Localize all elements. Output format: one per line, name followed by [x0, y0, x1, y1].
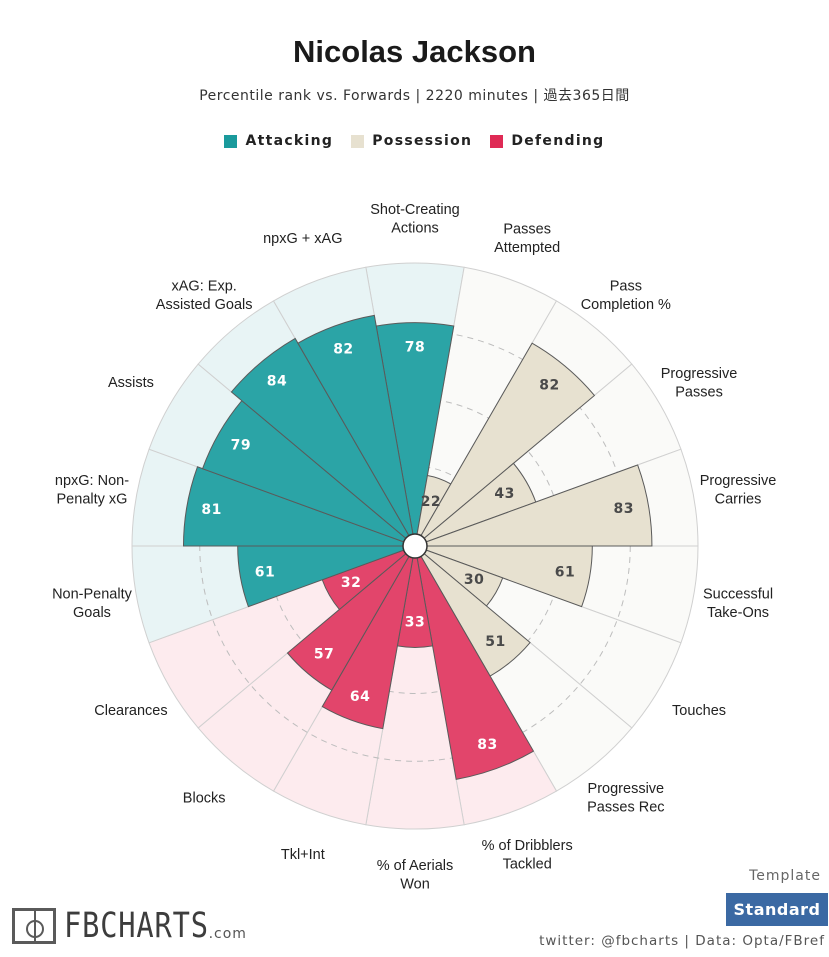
- pitch-icon: [12, 908, 56, 944]
- logo-text: FBCHARTS: [64, 906, 209, 946]
- legend-swatch-attacking: [224, 134, 238, 148]
- value-label-npxg-xag: 82: [333, 341, 353, 357]
- category-label-blocks: Blocks: [183, 790, 226, 806]
- value-label-progressive-carries: 83: [613, 501, 633, 517]
- category-label-successful-take-ons: Successful Take-Ons: [703, 587, 773, 622]
- category-label-tkl-int: Tkl+Int: [281, 847, 325, 863]
- category-label-of-aerials-won: % of Aerials Won: [377, 858, 454, 893]
- chart-title: Nicolas Jackson: [293, 34, 536, 69]
- fbcharts-logo: FBCHARTS .com: [12, 908, 247, 944]
- value-label-tkl-int: 64: [350, 689, 370, 705]
- category-label-xag-exp-assisted-goals: xAG: Exp. Assisted Goals: [156, 278, 253, 313]
- category-label-pass-completion: Pass Completion %: [581, 278, 671, 313]
- value-label-blocks: 57: [314, 646, 334, 662]
- value-label-of-aerials-won: 33: [405, 614, 425, 630]
- value-label-xag-exp-assisted-goals: 84: [267, 374, 287, 390]
- category-label-clearances: Clearances: [94, 703, 167, 719]
- legend-item-possession: Possession: [351, 133, 472, 149]
- value-label-of-dribblers-tackled: 83: [477, 737, 497, 753]
- template-badge: Standard: [726, 893, 828, 926]
- value-label-non-penalty-goals: 61: [255, 564, 275, 580]
- value-labels: 78 22 82 43 83 61 30 51 83 33 64 57 32 61 81 79 84 82: [201, 340, 633, 754]
- category-labels: Shot-Creating Actions Passes Attempted Pass C…: [52, 202, 776, 893]
- category-label-npxg-xag: npxG + xAG: [263, 231, 342, 247]
- legend-item-attacking: Attacking: [224, 133, 333, 149]
- value-label-passes-attempted: 22: [421, 494, 441, 510]
- legend: Attacking Possession Defending: [0, 133, 829, 149]
- legend-swatch-possession: [351, 134, 365, 148]
- value-label-progressive-passes: 43: [494, 486, 514, 502]
- value-label-npxg-non-penalty-xg: 81: [201, 502, 221, 518]
- credit-text: twitter: @fbcharts | Data: Opta/FBref: [539, 933, 825, 949]
- value-bars: [182, 314, 653, 780]
- category-label-touches: Touches: [672, 703, 726, 719]
- logo-suffix: .com: [208, 926, 247, 942]
- category-label-of-dribblers-tackled: % of Dribblers Tackled: [482, 838, 573, 873]
- legend-label-defending: Defending: [511, 133, 605, 149]
- category-label-npxg-non-penalty-xg: npxG: Non-Penalty xG: [55, 473, 129, 508]
- category-label-progressive-passes: Progressive Passes: [661, 366, 738, 401]
- category-label-progressive-passes-rec: Progressive Passes Rec: [587, 781, 664, 816]
- category-label-progressive-carries: Progressive Carries: [700, 473, 777, 508]
- legend-label-attacking: Attacking: [245, 133, 334, 149]
- legend-swatch-defending: [490, 134, 504, 148]
- category-label-shot-creating-actions: Shot-Creating Actions: [370, 202, 459, 237]
- value-label-successful-take-ons: 61: [555, 564, 575, 580]
- legend-label-possession: Possession: [372, 133, 473, 149]
- value-label-clearances: 32: [341, 575, 361, 591]
- value-label-progressive-passes-rec: 51: [485, 634, 505, 650]
- category-label-assists: Assists: [108, 375, 154, 391]
- value-label-pass-completion: 82: [539, 378, 559, 394]
- category-label-passes-attempted: Passes Attempted: [494, 222, 560, 257]
- value-label-assists: 79: [231, 437, 251, 453]
- value-label-touches: 30: [464, 572, 484, 588]
- chart-subtitle: Percentile rank vs. Forwards | 2220 minu…: [199, 88, 630, 104]
- legend-item-defending: Defending: [490, 133, 604, 149]
- template-label: Template: [749, 868, 821, 884]
- category-label-non-penalty-goals: Non-Penalty Goals: [52, 587, 133, 622]
- center-circle: [402, 533, 428, 559]
- value-label-shot-creating-actions: 78: [405, 340, 425, 356]
